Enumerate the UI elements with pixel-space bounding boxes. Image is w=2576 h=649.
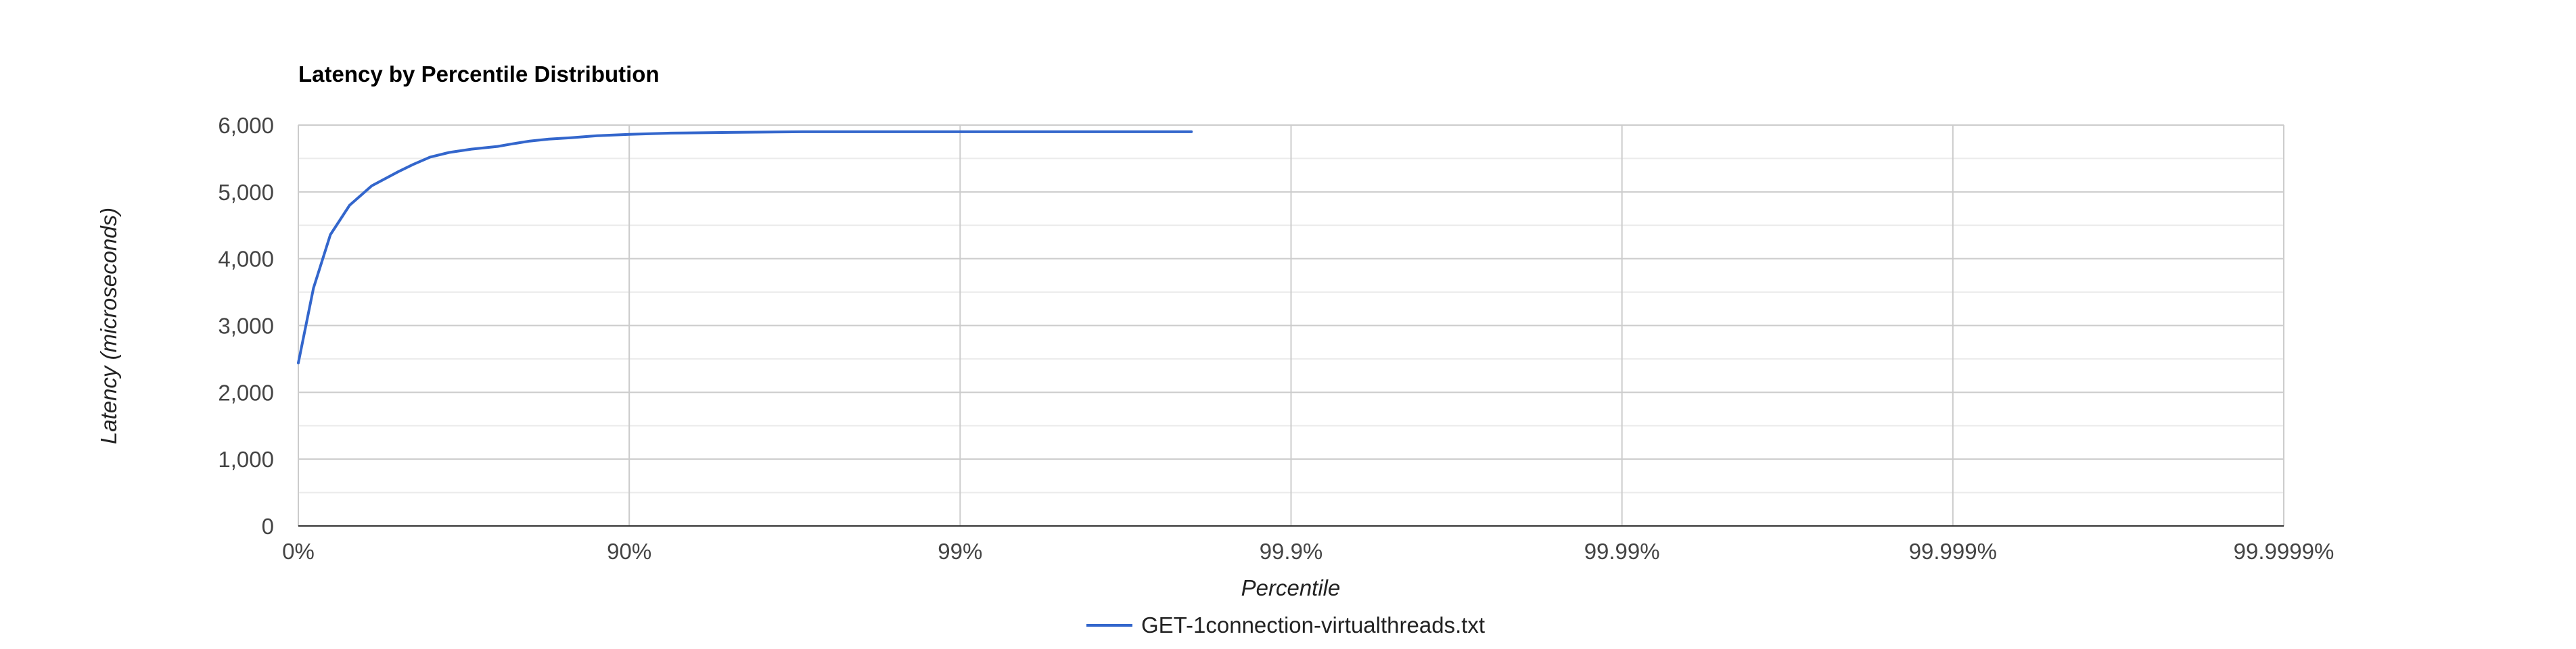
y-tick-label: 1,000: [218, 447, 274, 472]
x-tick-label: 99.9%: [1260, 539, 1323, 564]
y-tick-label: 5,000: [218, 180, 274, 205]
y-tick-label: 2,000: [218, 380, 274, 405]
x-tick-label: 99.9999%: [2234, 539, 2334, 564]
chart-title: Latency by Percentile Distribution: [298, 62, 660, 87]
x-axis-title: Percentile: [1241, 575, 1341, 600]
y-axis-ticks: 0 1,000 2,000 3,000 4,000 5,000 6,000: [218, 113, 274, 539]
legend-label: GET-1connection-virtualthreads.txt: [1141, 612, 1485, 638]
x-axis-ticks: 0% 90% 99% 99.9% 99.99% 99.999% 99.9999%: [282, 539, 2334, 564]
x-tick-label: 99.999%: [1909, 539, 1997, 564]
x-tick-label: 99.99%: [1584, 539, 1660, 564]
y-tick-label: 6,000: [218, 113, 274, 138]
series-layer: [297, 130, 1193, 364]
x-tick-label: 90%: [607, 539, 651, 564]
y-axis-title: Latency (microseconds): [96, 208, 121, 444]
grid: [298, 124, 2284, 526]
x-tick-label: 0%: [282, 539, 315, 564]
x-tick-label: 99%: [938, 539, 982, 564]
legend: GET-1connection-virtualthreads.txt: [1086, 612, 1485, 638]
y-tick-label: 4,000: [218, 247, 274, 272]
series-line: [297, 130, 1193, 364]
y-tick-label: 0: [262, 514, 274, 539]
y-tick-label: 3,000: [218, 314, 274, 339]
